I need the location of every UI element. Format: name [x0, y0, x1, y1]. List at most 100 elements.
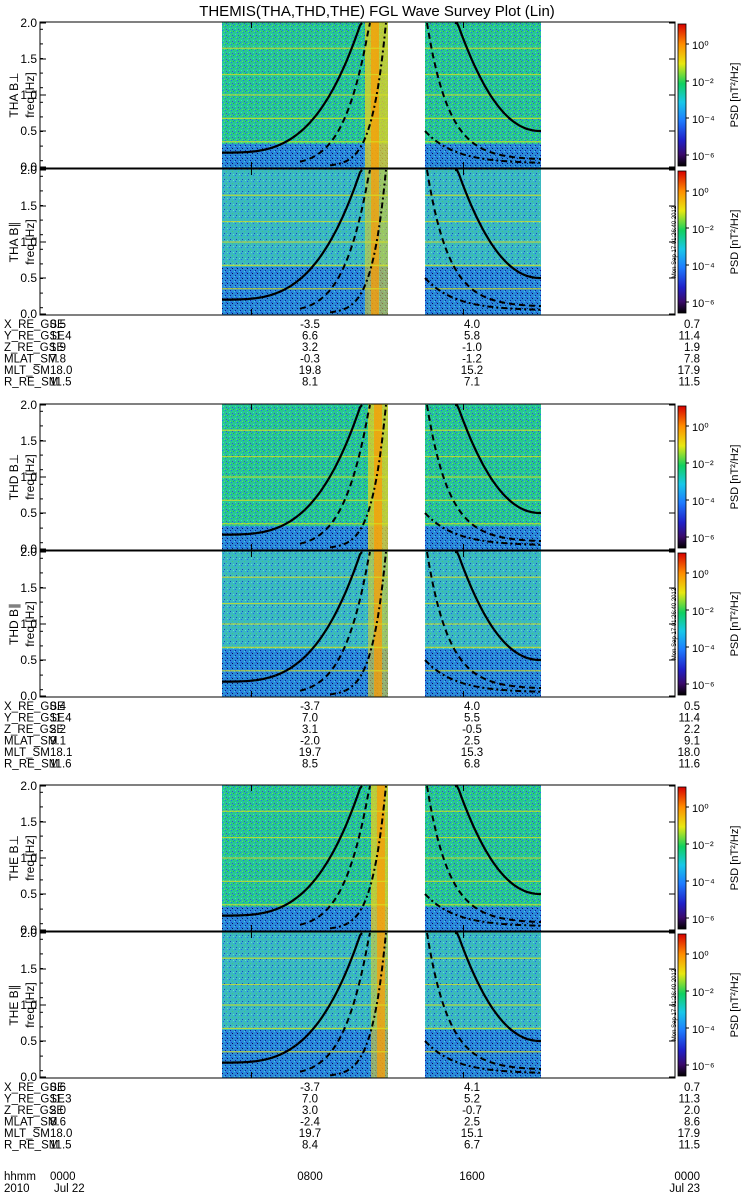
y-tick-label: 0.0	[20, 1070, 37, 1084]
ephemeris-value: 6.7	[464, 1140, 480, 1152]
ephemeris-value: 11.4	[678, 331, 700, 343]
ephemeris-value: -3.7	[300, 701, 320, 713]
low-frequency-band	[425, 907, 541, 931]
ephemeris-value: -3.7	[300, 1082, 320, 1094]
fce-half-curve	[299, 404, 371, 545]
fce-half-curve	[299, 169, 371, 310]
fce-curve	[222, 404, 363, 536]
y-tick-label: 0.5	[20, 124, 37, 138]
ephemeris-label: MLT_SM	[4, 1128, 50, 1140]
panel-label: THA B⊥	[7, 72, 21, 117]
low-frequency-band	[425, 1030, 541, 1078]
ephemeris-value: -2.0	[300, 736, 320, 748]
ephemeris-value: -2.4	[300, 1117, 320, 1129]
ephemeris-value: 0.7	[684, 319, 700, 331]
colorbar-tick-label: 10⁻⁶	[692, 151, 715, 163]
ephemeris-value: 8.6	[50, 1117, 66, 1129]
ephemeris-value: 6.8	[464, 759, 480, 771]
colorbar-tick-label: 10⁻²	[692, 987, 714, 999]
ephemeris-value: 18.1	[50, 747, 72, 759]
ephemeris-value: 11.3	[50, 1094, 72, 1106]
y-tick-label: 1.5	[20, 962, 37, 976]
fce-curve	[455, 21, 541, 133]
ephemeris-value: 7.8	[50, 354, 66, 366]
low-frequency-band	[425, 144, 541, 168]
y-tick-label: 1.5	[20, 52, 37, 66]
fce-curve	[222, 785, 363, 917]
y-tick-label: 0.0	[20, 923, 37, 937]
colorbar-tick-label: 10⁻⁴	[692, 114, 715, 126]
ephemeris-value: 11.6	[50, 759, 72, 771]
time-tick-label: 0000	[674, 1171, 700, 1183]
creation-timestamp: Mon Sep 17 01:26:40 2012	[672, 968, 678, 1041]
colorbar-tick-label: 10⁻⁴	[692, 643, 715, 655]
fce-curve	[222, 551, 363, 683]
fce-curve	[455, 550, 541, 662]
creation-timestamp: Mon Sep 17 01:26:40 2012	[672, 205, 678, 278]
figure-title: THEMIS(THA,THD,THE) FGL Wave Survey Plot…	[199, 3, 555, 20]
fce-half-curve	[426, 551, 541, 689]
ephemeris-value: 2.5	[464, 736, 480, 748]
ephemeris-value: 0.7	[684, 1082, 700, 1094]
ephemeris-value: 8.4	[302, 1140, 319, 1152]
ephemeris-label: MLAT_SM	[4, 1117, 57, 1129]
ephemeris-label: MLAT_SM	[4, 354, 57, 366]
panel-label: THA B∥	[7, 222, 21, 263]
start-year: 2010	[4, 1183, 30, 1195]
y-tick-label: 2.0	[20, 926, 37, 940]
y-tick-label: 2.0	[20, 779, 37, 793]
ephemeris-value: 15.1	[461, 1128, 483, 1140]
fcp-curve	[424, 512, 541, 546]
ephemeris-value: 8.6	[684, 1117, 700, 1129]
fcp-curve	[329, 785, 387, 930]
y-tick-label: 0.5	[20, 1034, 37, 1048]
colorbar	[677, 23, 687, 167]
colorbar-tick-label: 10⁻²	[692, 459, 714, 471]
colorbar-label: PSD [nT²/Hz]	[729, 445, 741, 510]
ephemeris-value: 9.1	[684, 736, 700, 748]
colorbar-tick-label: 10⁻⁶	[692, 914, 715, 926]
ephemeris-label: MLT_SM	[4, 365, 50, 377]
spectrogram-panel: 0.0 0.5 1.0 1.5 2.0 THA B∥ freq [Hz] 10⁰ 10⁻² 10⁻…	[7, 163, 741, 321]
fcp-curve	[424, 659, 541, 693]
freq-axis-label: freq [Hz]	[23, 601, 37, 646]
time-tick-label: 0000	[50, 1171, 76, 1183]
ephemeris-value: 11.4	[678, 713, 700, 725]
fcp-curve	[424, 277, 541, 311]
y-tick-label: 1.0	[20, 470, 37, 484]
low-frequency-band	[425, 267, 541, 315]
colorbar-tick-label: 10⁻²	[692, 840, 714, 852]
ephemeris-value: 17.9	[678, 365, 700, 377]
ephemeris-value: 2.2	[684, 724, 700, 736]
y-tick-label: 1.5	[20, 199, 37, 213]
y-tick-label: 1.5	[20, 434, 37, 448]
panel-label: THD B∥	[7, 603, 21, 645]
y-tick-label: 0.0	[20, 689, 37, 703]
ephemeris-value: 19.8	[299, 365, 321, 377]
ephemeris-value: 3.0	[302, 1105, 318, 1117]
fcp-curve	[424, 893, 541, 927]
fce-half-curve	[426, 932, 541, 1070]
panel-label: THE B⊥	[7, 835, 21, 881]
ephemeris-value: 7.8	[684, 354, 700, 366]
ephemeris-value: 11.5	[50, 377, 72, 389]
spectrogram-panel: 0.0 0.5 1.0 1.5 2.0 THE B∥ freq [Hz] 10⁰ 10⁻² 10⁻…	[7, 926, 741, 1084]
y-tick-label: 0.0	[20, 542, 37, 556]
ephemeris-value: -3.5	[300, 319, 320, 331]
ephemeris-label: Z_RE_GSE	[4, 1105, 64, 1117]
ephemeris-value: 19.7	[299, 1128, 321, 1140]
ephemeris-value: 6.6	[302, 331, 318, 343]
freq-axis-label: freq [Hz]	[23, 454, 37, 499]
time-tick-label: 1600	[459, 1171, 485, 1183]
fce-curve	[222, 932, 363, 1064]
fce-curve	[222, 22, 363, 154]
ephemeris-value: 11.5	[50, 1140, 72, 1152]
colorbar-tick-label: 10⁻⁴	[692, 877, 715, 889]
y-tick-label: 1.0	[20, 235, 37, 249]
y-tick-label: 0.0	[20, 160, 37, 174]
ephemeris-label: MLT_SM	[4, 747, 50, 759]
colorbar-label: PSD [nT²/Hz]	[729, 63, 741, 128]
